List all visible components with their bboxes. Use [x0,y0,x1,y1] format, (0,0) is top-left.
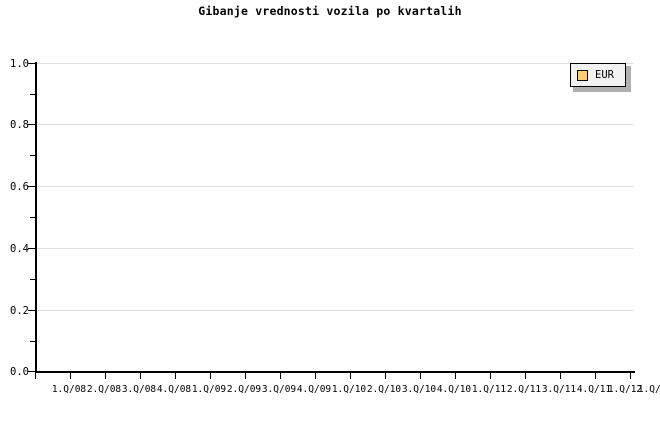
y-axis-label-0.8: 0.8 [10,119,29,131]
x-axis-label-1: 2.Q/08 [86,384,122,395]
y-axis-line [35,62,37,373]
y-axis-label-0.0: 0.0 [10,366,29,378]
x-tick-6 [245,373,246,379]
gridline-0.8 [36,124,634,125]
x-tick-17 [630,373,631,379]
x-tick-14 [525,373,526,379]
y-axis-label-1.0: 1.0 [10,58,29,70]
y-tick-major-0.4 [28,248,35,249]
y-tick-major-0.8 [28,124,35,125]
gridline-1.0 [36,63,634,64]
chart-title: Gibanje vrednosti vozila po kvartalih [198,4,462,18]
x-tick-4 [175,373,176,379]
x-tick-0 [35,373,36,379]
x-axis-label-7: 4.Q/09 [296,384,332,395]
y-tick-minor-0.1 [30,341,35,342]
y-tick-minor-0.9 [30,94,35,95]
x-axis-label-9: 2.Q/10 [366,384,402,395]
x-axis-label-2: 3.Q/08 [121,384,157,395]
x-tick-7 [280,373,281,379]
x-tick-3 [140,373,141,379]
x-axis-label-3: 4.Q/08 [156,384,192,395]
x-tick-8 [315,373,316,379]
y-tick-major-0.6 [28,186,35,187]
x-tick-5 [210,373,211,379]
x-tick-12 [455,373,456,379]
legend-swatch-icon [577,69,588,81]
gridline-0.4 [36,248,634,249]
x-axis-label-15: 4.Q/11 [576,384,612,395]
x-axis-label-14: 3.Q/11 [541,384,577,395]
x-axis-label-4: 1.Q/09 [191,384,227,395]
y-axis-label-0.2: 0.2 [10,305,29,317]
y-tick-major-0.2 [28,310,35,311]
x-tick-10 [385,373,386,379]
x-axis-label-17: 1.Q/12 [637,384,660,395]
x-axis-label-6: 3.Q/09 [261,384,297,395]
x-axis-label-5: 2.Q/09 [226,384,262,395]
x-tick-15 [560,373,561,379]
y-tick-minor-0.5 [30,217,35,218]
x-axis-label-10: 3.Q/10 [401,384,437,395]
x-axis-line [35,371,635,373]
x-tick-11 [420,373,421,379]
y-axis-label-0.6: 0.6 [10,181,29,193]
gridline-0.6 [36,186,634,187]
x-tick-13 [490,373,491,379]
x-axis-label-8: 1.Q/10 [331,384,367,395]
gridline-0.2 [36,310,634,311]
x-axis-label-0: 1.Q/08 [51,384,87,395]
x-axis-label-12: 1.Q/11 [471,384,507,395]
x-tick-1 [70,373,71,379]
x-axis-label-13: 2.Q/11 [506,384,542,395]
y-tick-minor-0.3 [30,279,35,280]
y-tick-major-0.0 [28,371,35,372]
x-tick-9 [350,373,351,379]
y-axis-label-0.4: 0.4 [10,243,29,255]
x-tick-16 [595,373,596,379]
x-axis-label-16: 1.Q/12 [607,384,643,395]
chart-legend[interactable]: EUR [570,63,626,87]
y-tick-minor-0.7 [30,155,35,156]
x-axis-label-11: 4.Q/10 [436,384,472,395]
x-tick-2 [105,373,106,379]
legend-item-label: EUR [595,68,614,81]
plot-area [36,63,634,372]
y-tick-major-1.0 [28,63,35,64]
